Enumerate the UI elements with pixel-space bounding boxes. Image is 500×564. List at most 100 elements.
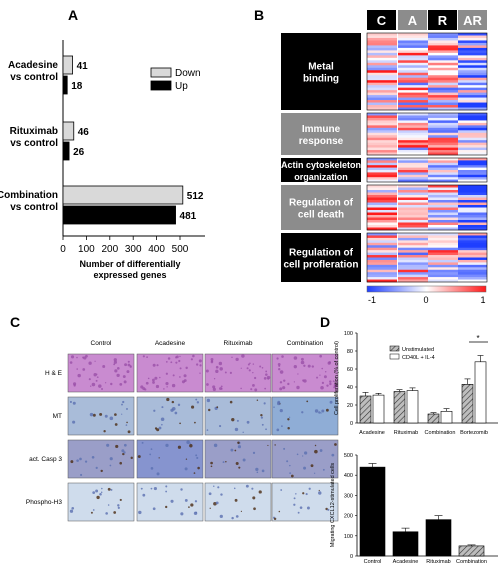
heatmap-cell [367,279,397,283]
heatmap-cell [458,242,487,246]
heatmap-cell [367,147,397,151]
column-header-a [398,10,427,30]
stain-speck [318,489,320,492]
heatmap-cell [367,42,397,46]
stain-speck [69,509,74,513]
stain-speck [209,507,211,509]
stain-speck [293,364,297,369]
heatmap-cell [398,67,428,71]
heatmap-cell [428,160,458,164]
image-row-label: MT [53,413,62,420]
heatmap-cell [458,100,487,103]
heatmap-cell [398,250,428,253]
stain-speck [240,367,242,369]
heatmap-cell [458,237,487,241]
y-tick-label: 0 [350,554,353,560]
stain-speck [76,459,79,462]
heatmap-cell [428,60,458,64]
heatmap-cell [367,187,397,191]
panel-letter-a: A [68,7,78,23]
stain-speck [303,364,306,367]
stain-speck [98,384,102,388]
stain-speck [90,511,93,514]
stain-speck [212,385,216,389]
heatmap-cell [367,62,397,66]
heatmap-cell [428,235,458,239]
heatmap-cell [367,40,397,44]
stain-speck [127,363,131,367]
heatmap-cell [428,200,458,203]
stain-speck [96,376,99,379]
stain-speck [129,365,132,368]
heatmap-cell [428,262,458,266]
heatmap-cell [398,70,428,74]
stain-speck [104,414,108,418]
heatmap-cell [398,247,428,251]
image-column-label: Combination [287,340,324,347]
stain-speck [235,461,239,465]
stain-speck [278,368,281,371]
heatmap-cell [428,165,458,168]
heatmap-cell [367,115,397,119]
heatmap-cell [398,92,428,96]
row-group-box [281,233,361,282]
category-label: Acadesine [393,559,419,564]
panel-letter-d: D [320,314,330,330]
heatmap-cell [367,107,397,111]
stain-speck [215,365,219,369]
heatmap-cell [458,115,487,119]
stain-speck [319,449,323,452]
stain-speck [300,357,304,361]
heatmap-cell [398,125,428,129]
microscopy-image [136,396,204,436]
stain-speck [188,506,190,508]
stain-speck [72,401,76,405]
stain-speck [240,510,243,512]
stain-speck [206,398,211,403]
stain-speck [329,400,333,404]
stain-speck [302,492,305,495]
heatmap-cell [367,233,397,236]
heatmap-cell [367,250,397,253]
significance-star: * [476,334,479,343]
stain-speck [242,458,246,462]
heatmap-cell [428,137,458,141]
stain-speck [106,443,110,447]
heatmap-cell [458,132,487,136]
row-group-label: response [299,136,344,147]
heatmap-cell [398,205,428,208]
heatmap-cell [398,57,428,61]
heatmap-cell [367,55,397,59]
stain-speck [316,376,319,379]
heatmap-cell [458,47,487,51]
stain-speck [246,367,249,370]
heatmap-cell [367,165,397,168]
heatmap-cell [428,57,458,61]
heatmap-cell [398,72,428,76]
panel-letter-c: C [10,314,20,330]
heatmap-cell [458,80,487,83]
heatmap-cell [458,190,487,193]
stain-speck [102,365,106,368]
stain-speck [93,373,97,377]
data-label: 41 [77,61,89,72]
stain-speck [293,381,295,383]
panel-d-ylabel: Cell proliferation (% of control) [334,341,340,415]
heatmap-cell [398,200,428,203]
heatmap-cell [428,147,458,151]
panel-a-legend: Down Up [150,67,201,92]
heatmap-cell [458,75,487,79]
heatmap-cell [458,170,487,173]
stain-speck [319,374,321,376]
stain-speck [166,397,170,402]
heatmap-cell [367,52,397,56]
heatmap-cell [367,205,397,208]
heatmap-cell [398,85,428,88]
stain-speck [219,367,223,371]
heatmap-cell [428,202,458,206]
column-header-ar [458,10,487,30]
heatmap-cell [398,140,428,143]
category-label: Combination [0,190,58,201]
heatmap-cell [428,252,458,256]
heatmap-cell [398,107,428,111]
